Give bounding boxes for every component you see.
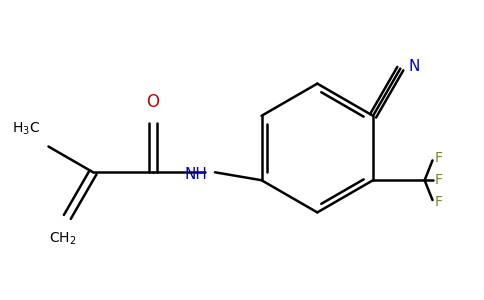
Text: F: F (435, 173, 442, 187)
Text: H$_3$C: H$_3$C (13, 120, 41, 136)
Text: F: F (435, 195, 442, 209)
Text: CH$_2$: CH$_2$ (49, 231, 76, 247)
Text: O: O (146, 93, 159, 111)
Text: NH: NH (184, 167, 207, 182)
Text: F: F (435, 152, 442, 165)
Text: N: N (408, 59, 420, 74)
